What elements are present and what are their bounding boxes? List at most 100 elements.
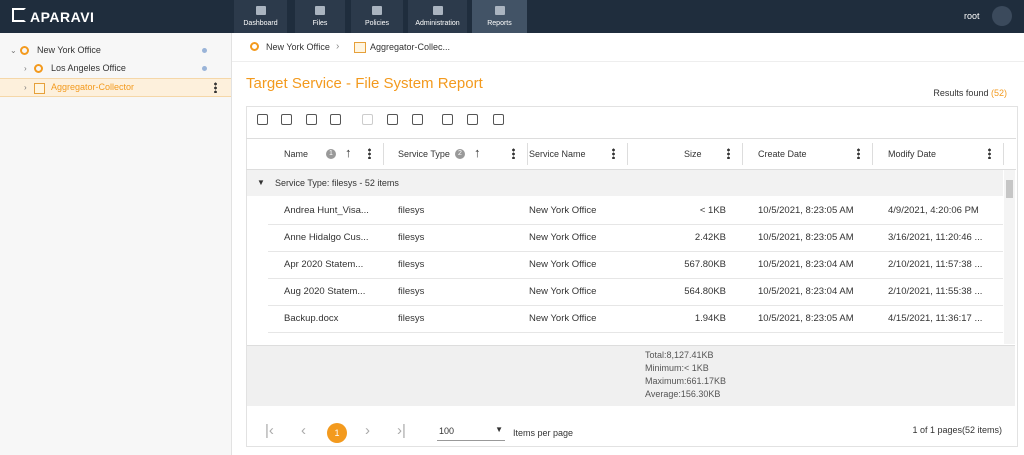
- column-menu[interactable]: [512, 148, 515, 159]
- toolbar-button[interactable]: [493, 114, 504, 125]
- tree-item[interactable]: ⌄ New York Office: [0, 42, 231, 59]
- first-page[interactable]: |‹: [265, 422, 274, 439]
- nav-tab[interactable]: Files: [295, 0, 345, 33]
- toolbar-button[interactable]: [442, 114, 453, 125]
- column-menu[interactable]: [857, 148, 860, 159]
- table-row[interactable]: Anne Hidalgo Cus... filesys New York Offic…: [268, 224, 1003, 252]
- summary-line: Minimum:< 1KB: [645, 363, 709, 373]
- label: Results found: [933, 88, 989, 98]
- last-page[interactable]: ›|: [397, 422, 406, 439]
- separator: ›: [336, 41, 340, 52]
- page-size[interactable]: 100 ▼: [437, 424, 505, 441]
- nav-label: Reports: [487, 20, 512, 27]
- sort-badge: 2: [455, 149, 465, 159]
- cell: 2/10/2021, 11:57:38 ...: [888, 259, 983, 270]
- column-menu[interactable]: [612, 148, 615, 159]
- sort-arrow[interactable]: ↑: [474, 145, 481, 160]
- cell: 2.42KB: [694, 232, 726, 243]
- next-page[interactable]: ›: [365, 422, 370, 439]
- cell: filesys: [398, 232, 425, 243]
- toolbar-button[interactable]: [281, 114, 292, 125]
- menu[interactable]: [214, 82, 217, 93]
- column-header[interactable]: Service Type: [398, 149, 450, 159]
- cell: New York Office: [529, 259, 597, 270]
- logo-icon: [12, 8, 26, 22]
- toolbar-button[interactable]: [412, 114, 423, 125]
- column-menu[interactable]: [368, 148, 371, 159]
- column-header[interactable]: Service Name: [529, 149, 586, 159]
- summary: Total:8,127.41KB Minimum:< 1KB Maximum:661…: [247, 345, 1015, 406]
- nav-tab[interactable]: Policies: [351, 0, 403, 33]
- cell: New York Office: [529, 286, 597, 297]
- results-found: Results found (52): [933, 88, 1007, 98]
- toolbar-button[interactable]: [306, 114, 317, 125]
- column-divider: [872, 143, 873, 165]
- tree-item[interactable]: › Aggregator-Collector: [0, 78, 231, 97]
- prev-page[interactable]: ‹: [301, 422, 306, 439]
- column-menu[interactable]: [727, 148, 730, 159]
- column-divider: [742, 143, 743, 165]
- tree-item[interactable]: › Los Angeles Office: [0, 60, 231, 77]
- table-row[interactable]: Apr 2020 Statem... filesys New York Office…: [268, 251, 1003, 279]
- nav-tab[interactable]: Reports: [472, 0, 527, 33]
- breadcrumb[interactable]: New York Office: [266, 42, 330, 52]
- cell: filesys: [398, 286, 425, 297]
- toolbar-button[interactable]: [387, 114, 398, 125]
- toolbar-button[interactable]: [362, 114, 373, 125]
- table-row[interactable]: Andrea Hunt_Visa... filesys New York Offic…: [268, 197, 1003, 225]
- nav-tab[interactable]: Dashboard: [234, 0, 287, 33]
- column-divider: [527, 143, 528, 165]
- icon: [354, 42, 366, 53]
- cell: Apr 2020 Statem...: [284, 259, 364, 270]
- nav-label: Policies: [364, 20, 390, 27]
- breadcrumb-bar: New York Office › Aggregator-Collec...: [232, 33, 1024, 62]
- cell: New York Office: [529, 313, 597, 324]
- tree-label: Aggregator-Collector: [51, 82, 135, 92]
- toolbar-button[interactable]: [467, 114, 478, 125]
- icon: [250, 42, 259, 51]
- expand[interactable]: ▼: [257, 178, 265, 187]
- scrollbar[interactable]: [1004, 170, 1015, 344]
- group-row[interactable]: ▼ Service Type: filesys - 52 items: [247, 170, 1003, 196]
- toolbar-button[interactable]: [257, 114, 268, 125]
- nav-tab[interactable]: Administration: [408, 0, 467, 33]
- grid: [246, 106, 1018, 447]
- cell: New York Office: [529, 205, 597, 216]
- toolbar-button[interactable]: [330, 114, 341, 125]
- cell: 564.80KB: [684, 286, 726, 297]
- pager: |‹ ‹ 1 › ›| 100 ▼ Items per page 1 of 1 p…: [247, 418, 1015, 446]
- cell: filesys: [398, 259, 425, 270]
- breadcrumb[interactable]: Aggregator-Collec...: [370, 42, 451, 52]
- sort-badge: 1: [326, 149, 336, 159]
- logo: APARAVI: [30, 9, 95, 25]
- column-header[interactable]: Name: [284, 149, 309, 159]
- topbar: APARAVI Dashboard Files Policies Administra…: [0, 0, 1024, 33]
- cell: 10/5/2021, 8:23:05 AM: [758, 313, 854, 324]
- page-number[interactable]: 1: [327, 423, 347, 443]
- column-header[interactable]: Create Date: [758, 149, 807, 159]
- summary-line: Maximum:661.17KB: [645, 376, 727, 386]
- column-header[interactable]: Modify Date: [888, 149, 937, 159]
- cell: New York Office: [529, 232, 597, 243]
- cell: 10/5/2021, 8:23:05 AM: [758, 232, 854, 243]
- sort-arrow[interactable]: ↑: [345, 145, 352, 160]
- status-dot: [202, 48, 207, 53]
- cell: Aug 2020 Statem...: [284, 286, 366, 297]
- page-status: 1 of 1 pages(52 items): [912, 425, 1002, 435]
- column-menu[interactable]: [988, 148, 991, 159]
- apps-button[interactable]: [992, 6, 1012, 26]
- user[interactable]: root: [964, 11, 980, 21]
- nav-label: Files: [312, 20, 328, 27]
- nav-label: Administration: [415, 20, 460, 27]
- column-header[interactable]: Size: [684, 149, 702, 159]
- sidebar: ⌄ New York Office › Los Angeles Office › Aggr…: [0, 33, 232, 455]
- table-row[interactable]: Backup.docx filesys New York Office 1.94KB 1…: [268, 305, 1003, 333]
- cell: 10/5/2021, 8:23:04 AM: [758, 286, 854, 297]
- column-divider: [627, 143, 628, 165]
- table-row[interactable]: Aug 2020 Statem... filesys New York Office…: [268, 278, 1003, 306]
- cell: Backup.docx: [284, 313, 339, 324]
- count: (52): [990, 88, 1007, 98]
- chevron: ⌄: [10, 46, 17, 55]
- cell: 10/5/2021, 8:23:04 AM: [758, 259, 854, 270]
